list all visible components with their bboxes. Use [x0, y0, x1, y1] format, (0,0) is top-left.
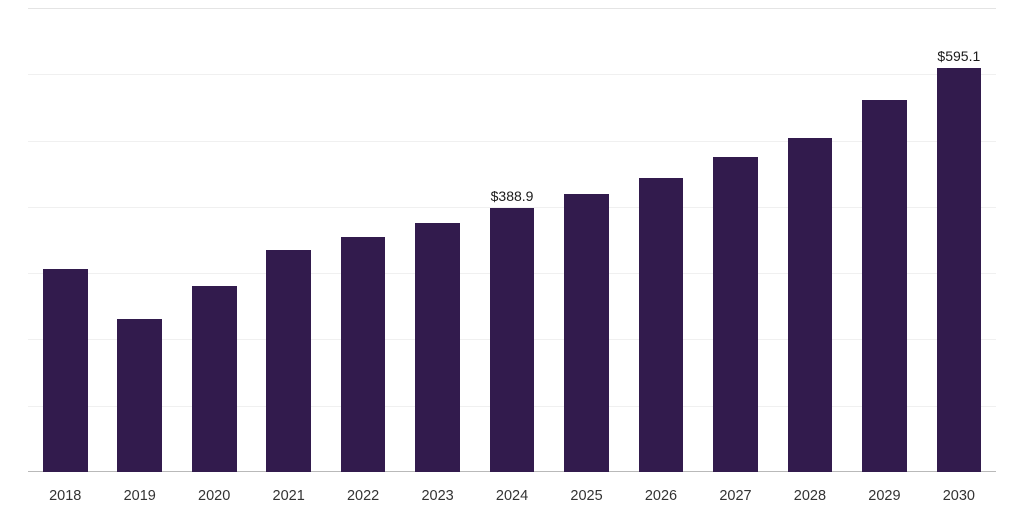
bar-2019 — [117, 318, 163, 472]
bar-column-2018 — [28, 8, 102, 472]
x-tick-label-2023: 2023 — [421, 488, 454, 504]
x-tick-label-2018: 2018 — [49, 488, 82, 504]
gridline — [28, 140, 996, 142]
bar-value-label-2030: $595.1 — [937, 47, 981, 64]
x-tick-label-2021: 2021 — [272, 488, 305, 504]
gridline — [28, 74, 996, 76]
bar-2024: $388.9 — [489, 188, 535, 472]
bar-value-label-2024: $388.9 — [490, 187, 534, 204]
x-tick-label-2028: 2028 — [793, 488, 827, 504]
bar-column-2022 — [326, 8, 400, 472]
x-tick-label-2020: 2020 — [198, 488, 231, 504]
bar-2030: $595.1 — [936, 48, 982, 472]
x-tick-label-2019: 2019 — [123, 488, 156, 504]
bars-row: $388.9 $595.1 — [28, 8, 996, 472]
x-axis: 2018 2019 2020 2021 2022 2023 2024 2025 2026 2027… — [28, 480, 996, 506]
bar-2027 — [713, 156, 758, 472]
bar-2023 — [415, 222, 460, 472]
bar-column-2019 — [102, 8, 176, 472]
plot-area: $388.9 $595.1 — [28, 8, 996, 472]
x-tick-label-2025: 2025 — [570, 488, 603, 504]
x-tick-label-2026: 2026 — [644, 488, 678, 504]
x-tick-label-2022: 2022 — [346, 488, 380, 504]
bar-column-2030: $595.1 — [922, 8, 996, 472]
bar-column-2020 — [177, 8, 251, 472]
bar-column-2024: $388.9 — [475, 8, 549, 472]
gridline — [28, 206, 996, 208]
bar-2018 — [42, 268, 88, 472]
bar-column-2028 — [773, 8, 847, 472]
bar-2029 — [862, 99, 907, 472]
bar-column-2023 — [400, 8, 474, 472]
x-tick-label-2030: 2030 — [942, 488, 975, 504]
bar-column-2029 — [847, 8, 921, 472]
bar-column-2027 — [698, 8, 772, 472]
bar-column-2026 — [624, 8, 698, 472]
x-tick-label-2027: 2027 — [719, 488, 752, 504]
bar-2022 — [340, 236, 386, 472]
bar-column-2021 — [251, 8, 325, 472]
bar-2021 — [266, 249, 311, 472]
x-tick-label-2024: 2024 — [495, 488, 529, 504]
bar-2020 — [191, 285, 237, 472]
gridline — [28, 8, 996, 9]
bar-2026 — [638, 177, 684, 472]
x-tick-label-2029: 2029 — [868, 488, 901, 504]
bar-2028 — [787, 137, 833, 472]
bar-2025 — [564, 193, 609, 472]
bar-column-2025 — [549, 8, 623, 472]
